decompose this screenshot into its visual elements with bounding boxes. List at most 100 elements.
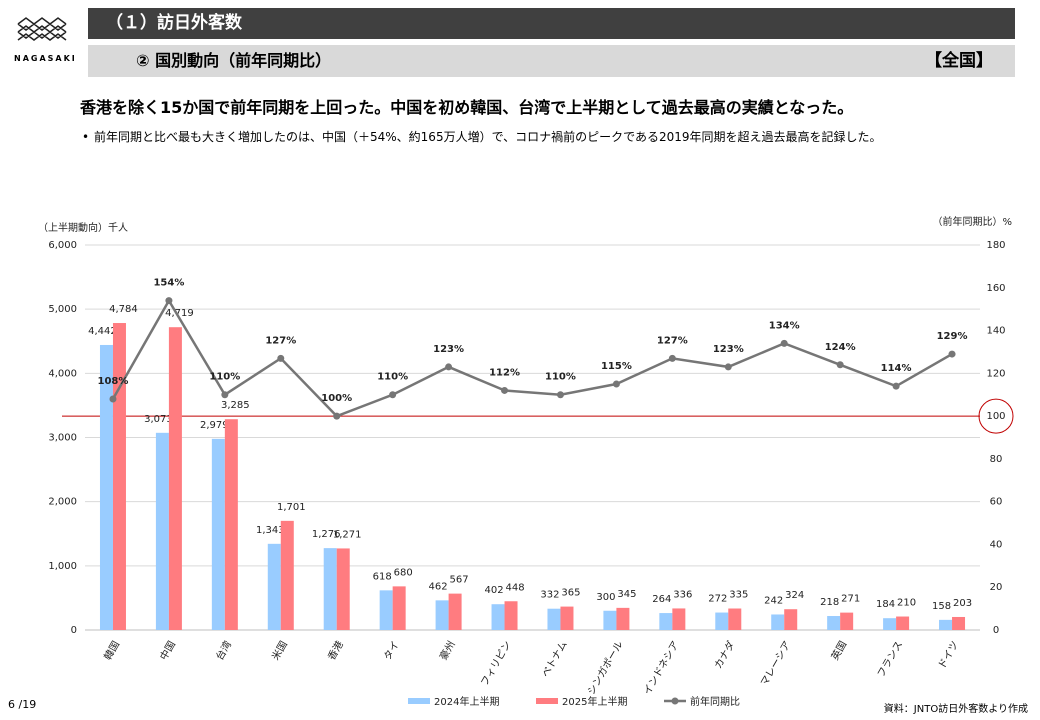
bar-value-label: 324 xyxy=(785,590,804,601)
x-tick-label: インドネシア xyxy=(641,639,681,697)
bar xyxy=(392,586,406,630)
bar xyxy=(659,613,673,630)
bar-value-label: 264 xyxy=(652,594,671,605)
bar-value-label: 218 xyxy=(820,597,839,608)
ratio-marker xyxy=(668,354,676,362)
ratio-label: 114% xyxy=(881,363,912,374)
ratio-label: 154% xyxy=(153,278,184,289)
source: 資料：JNTO訪日外客数より作成 xyxy=(883,704,1028,715)
bar-value-label: 1,271 xyxy=(333,529,362,540)
bar xyxy=(280,520,294,630)
bar-value-label: 567 xyxy=(450,575,469,586)
y-tick-label: 3,000 xyxy=(48,433,77,444)
section-title: （１）訪日外客数 xyxy=(106,13,242,33)
x-tick-label: マレーシア xyxy=(759,640,793,689)
y2-tick-label: 140 xyxy=(986,326,1005,337)
bar-value-label: 158 xyxy=(932,601,951,612)
ratio-label: 123% xyxy=(713,344,744,355)
ratio-marker xyxy=(612,380,620,388)
ratio-label: 127% xyxy=(657,335,688,346)
y-tick-label: 1,000 xyxy=(48,561,77,572)
y-tick-label: 2,000 xyxy=(48,497,77,508)
section-bar: （１）訪日外客数 xyxy=(88,8,1015,39)
y2-tick-label: 80 xyxy=(990,454,1003,465)
ratio-marker xyxy=(445,363,453,371)
bar xyxy=(155,432,169,630)
legend-swatch xyxy=(408,698,430,704)
bar xyxy=(715,612,729,630)
y2-tick-label: 40 xyxy=(990,539,1003,550)
y2-tick-label: 0 xyxy=(993,625,999,636)
x-tick-label: ベトナム xyxy=(539,639,569,679)
bullet: 前年同期と比べ最も大きく増加したのは、中国（＋54%、約165万人増）で、コロナ… xyxy=(80,128,940,147)
ratio-marker xyxy=(165,297,173,305)
bar-value-label: 335 xyxy=(729,590,748,601)
bar xyxy=(603,610,617,630)
subsection-title: ② 国別動向（前年同期比） xyxy=(136,51,332,70)
x-tick-label: カナダ xyxy=(711,639,737,671)
x-tick-label: シンガポール xyxy=(585,639,625,697)
logo-mark xyxy=(17,17,67,41)
ratio-label: 110% xyxy=(545,372,576,383)
bar-value-label: 345 xyxy=(617,589,636,600)
x-tick-label: 韓国 xyxy=(102,639,122,662)
ratio-marker xyxy=(221,391,229,399)
bar xyxy=(224,419,238,630)
ratio-marker xyxy=(836,361,844,369)
y2-tick-label: 100 xyxy=(986,411,1005,422)
ratio-marker xyxy=(948,350,956,358)
bar xyxy=(616,607,630,630)
page-number: 6 /19 xyxy=(8,698,37,711)
bar-value-label: 300 xyxy=(596,592,615,603)
ratio-marker xyxy=(780,339,788,347)
bar-value-label: 272 xyxy=(708,594,727,605)
legend-marker xyxy=(671,697,679,705)
x-tick-label: 香港 xyxy=(326,639,346,662)
legend-label: 2025年上半期 xyxy=(562,695,627,708)
ratio-marker xyxy=(556,391,564,399)
bar xyxy=(547,608,561,630)
bar-value-label: 332 xyxy=(540,590,559,601)
x-tick-label: 台湾 xyxy=(213,639,234,663)
bar-value-label: 4,442 xyxy=(88,326,117,337)
bar xyxy=(784,609,798,630)
bar-value-label: 242 xyxy=(764,595,783,606)
bar xyxy=(827,616,841,630)
bar xyxy=(267,543,281,630)
headline: 香港を除く15か国で前年同期を上回った。中国を初め韓国、台湾で上半期として過去最… xyxy=(80,98,854,117)
bar-value-label: 3,285 xyxy=(221,400,250,411)
bar-value-label: 210 xyxy=(897,598,916,609)
bar-value-label: 1,701 xyxy=(277,502,306,513)
y2-axis-label: （前年同期比）% xyxy=(932,215,1012,228)
bar xyxy=(840,612,854,630)
y2-tick-label: 60 xyxy=(990,497,1003,508)
bar-value-label: 4,784 xyxy=(109,304,138,315)
x-tick-label: フランス xyxy=(875,639,905,679)
bar xyxy=(323,548,337,630)
y-tick-label: 4,000 xyxy=(48,368,77,379)
y2-tick-label: 120 xyxy=(986,368,1005,379)
ratio-label: 108% xyxy=(98,376,129,387)
ratio-label: 123% xyxy=(433,344,464,355)
x-tick-label: 中国 xyxy=(157,639,178,663)
ratio-marker xyxy=(109,395,117,403)
logo: NAGASAKI xyxy=(14,12,77,63)
ratio-line xyxy=(111,298,953,418)
bar-value-label: 3,073 xyxy=(144,414,173,425)
ratio-label: 124% xyxy=(825,342,856,353)
x-tick-label: 豪州 xyxy=(437,639,458,663)
y2-tick-label: 20 xyxy=(990,582,1003,593)
bar-value-label: 1,276 xyxy=(312,529,341,540)
bar xyxy=(560,606,574,630)
logo-text: NAGASAKI xyxy=(14,54,77,63)
ratio-label: 110% xyxy=(377,372,408,383)
x-tick-label: タイ xyxy=(381,639,401,662)
bar xyxy=(99,344,113,630)
bar-value-label: 184 xyxy=(876,599,895,610)
bar xyxy=(504,601,518,630)
bar xyxy=(491,604,505,630)
ratio-label: 112% xyxy=(489,367,520,378)
y2-tick-label: 160 xyxy=(986,283,1005,294)
